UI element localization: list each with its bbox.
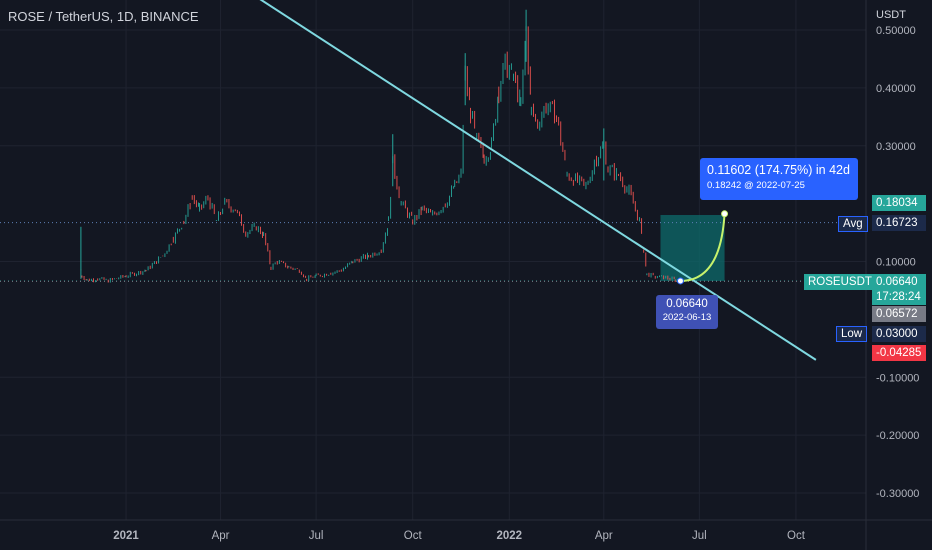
y-tick-label: 0.10000 (876, 257, 916, 269)
symbol-name[interactable]: ROSE / TetherUS (8, 9, 110, 24)
chart-title: ROSE / TetherUS, 1D, BINANCE (8, 9, 199, 24)
entry-price: 0.06640 (666, 298, 708, 310)
projection-target: 0.18242 @ 2022-07-25 (707, 180, 805, 191)
x-tick-label: Jul (692, 530, 707, 542)
avg-label: Avg (838, 216, 868, 232)
avg-value: 0.16723 (872, 215, 926, 231)
target-marker (721, 210, 729, 218)
x-tick-label: Jul (309, 530, 324, 542)
target-price-tag: 0.18034 (872, 195, 926, 211)
x-tick-label: Apr (212, 530, 230, 542)
price-axis[interactable]: 0.50000 0.40000 0.30000 0.10000 -0.10000 -0.2… (865, 0, 919, 550)
countdown-tag: 17:28:24 (872, 289, 926, 305)
interval[interactable]: 1D (116, 9, 134, 24)
y-tick-label: -0.20000 (876, 430, 919, 442)
grid-lines (0, 0, 866, 520)
y-tick-label: -0.30000 (876, 488, 919, 500)
projection-change: 0.11602 (174.75%) in 42d (707, 163, 850, 177)
prev-price-tag: 0.06572 (872, 306, 926, 322)
price-level-lines (0, 222, 866, 282)
trendline (259, 0, 817, 361)
currency-label: USDT (876, 9, 906, 21)
low-value: 0.03000 (872, 326, 926, 342)
low-label: Low (836, 326, 868, 342)
trade-zones (660, 215, 725, 281)
y-tick-label: 0.30000 (876, 141, 916, 153)
projection-curve (680, 213, 726, 282)
x-tick-label: Oct (404, 530, 423, 542)
exchange: BINANCE (140, 9, 199, 24)
x-tick-label: 2022 (497, 530, 523, 542)
projection-label[interactable]: 0.11602 (174.75%) in 42d 0.18242 @ 2022-… (700, 158, 858, 200)
entry-label[interactable]: 0.06640 2022-06-13 (656, 295, 718, 329)
symbol-tag: ROSEUSDT (804, 274, 876, 290)
entry-date: 2022-06-13 (662, 312, 712, 323)
y-tick-label: 0.40000 (876, 83, 916, 95)
stop-price-tag: -0.04285 (872, 345, 926, 361)
drawing-overlays[interactable] (94, 0, 817, 361)
y-tick-label: 0.50000 (876, 25, 916, 37)
x-tick-label: Apr (595, 530, 613, 542)
target-zone (660, 215, 725, 281)
last-price-tag: 0.06640 (872, 274, 926, 290)
price-series (80, 9, 680, 283)
y-tick-label: -0.10000 (876, 372, 919, 384)
time-axis[interactable]: 2021 Apr Jul Oct 2022 Apr Jul Oct (0, 519, 932, 542)
x-tick-label: 2021 (113, 530, 139, 542)
entry-marker (676, 277, 684, 285)
x-tick-label: Oct (787, 530, 806, 542)
